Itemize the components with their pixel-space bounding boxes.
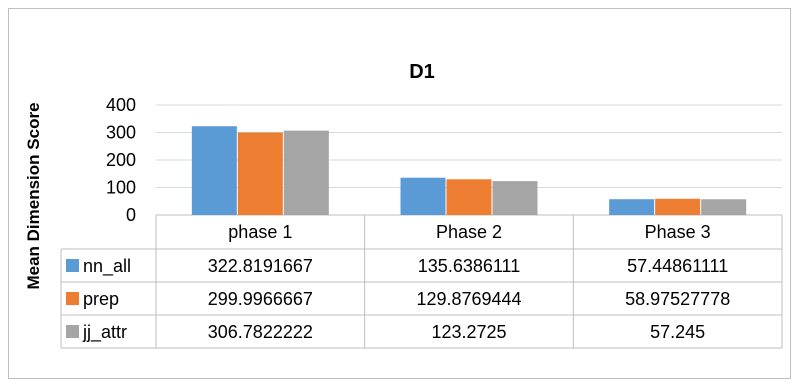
data-label: 129.8769444	[416, 289, 521, 309]
bar-nn_all-1	[191, 126, 237, 215]
y-tick-labels: 0 100 200 300 400	[106, 95, 136, 225]
y-tick-label: 400	[106, 95, 136, 115]
bar-prep-3	[655, 198, 701, 215]
category-label: Phase 3	[645, 222, 711, 242]
data-label: 135.6386111	[418, 256, 520, 276]
chart-title: D1	[409, 61, 435, 83]
data-label: 57.44861111	[627, 256, 728, 276]
category-label: Phase 2	[436, 222, 502, 242]
data-table: phase 1 Phase 2 Phase 3 nn_all 322.8191667 13…	[60, 215, 783, 349]
bar-jj_attr-2	[492, 181, 538, 215]
data-label: 306.7822222	[208, 322, 313, 342]
legend-swatch-prep	[66, 292, 79, 305]
data-label: 299.9966667	[208, 289, 313, 309]
y-tick-label: 0	[126, 205, 136, 225]
legend-swatch-jj_attr	[66, 325, 79, 338]
legend-swatch-nn_all	[66, 259, 79, 272]
category-label: phase 1	[228, 222, 292, 242]
bar-nn_all-3	[609, 199, 655, 215]
y-tick-label: 200	[106, 150, 136, 170]
bar-jj_attr-3	[701, 199, 747, 215]
bar-prep-2	[446, 179, 492, 215]
y-axis-label: Mean Dimension Score	[24, 102, 43, 289]
chart-frame: D1 Mean Dimension Score 0 100 200 300 400 ph…	[8, 8, 791, 379]
bars	[191, 126, 747, 215]
data-label: 322.8191667	[208, 256, 313, 276]
bar-nn_all-2	[400, 177, 446, 215]
bar-prep-1	[237, 132, 283, 215]
legend-label: nn_all	[83, 256, 131, 277]
data-label: 57.245	[650, 322, 705, 342]
bar-jj_attr-1	[283, 130, 329, 215]
legend-label: prep	[83, 289, 119, 309]
legend-label: jj_attr	[82, 322, 127, 343]
chart-svg: D1 Mean Dimension Score 0 100 200 300 400 ph…	[24, 61, 783, 349]
y-tick-label: 100	[106, 178, 136, 198]
data-label: 123.2725	[431, 322, 506, 342]
data-label: 58.97527778	[625, 289, 730, 309]
y-tick-label: 300	[106, 123, 136, 143]
